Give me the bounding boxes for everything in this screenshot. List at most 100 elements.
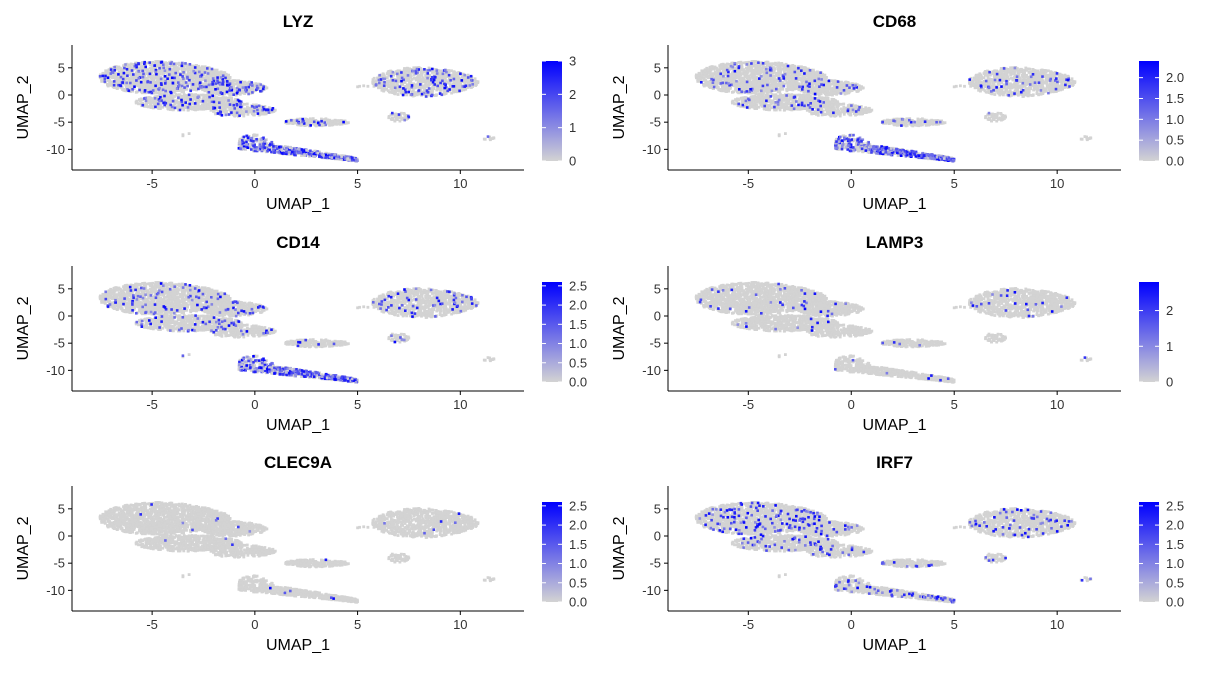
data-point — [143, 76, 147, 80]
data-point-expressed — [275, 147, 279, 150]
data-point-expressed — [245, 143, 248, 146]
data-point — [196, 71, 200, 75]
data-point-expressed — [285, 150, 288, 154]
data-point-expressed — [280, 148, 283, 151]
data-point — [179, 79, 183, 82]
data-point-expressed — [232, 103, 236, 107]
data-point-expressed — [150, 91, 154, 95]
data-point — [131, 82, 135, 85]
data-point — [250, 88, 254, 92]
data-point-expressed — [153, 97, 157, 100]
data-point — [117, 70, 121, 74]
data-point — [222, 72, 226, 75]
data-point — [380, 73, 383, 77]
data-point-expressed — [205, 85, 208, 89]
data-point-expressed — [206, 72, 210, 75]
data-point-expressed — [460, 79, 464, 82]
data-point — [262, 112, 265, 116]
data-point-expressed — [259, 89, 262, 93]
data-point-expressed — [270, 150, 273, 154]
data-point — [259, 106, 263, 110]
data-point-expressed — [250, 105, 254, 108]
data-point — [165, 92, 169, 95]
data-point — [158, 83, 161, 86]
data-point-expressed — [125, 81, 128, 85]
data-point-expressed — [174, 71, 177, 75]
data-point — [226, 88, 230, 92]
data-point — [174, 84, 178, 88]
data-point — [466, 78, 470, 82]
data-point — [162, 97, 165, 101]
data-point — [251, 112, 254, 116]
data-point — [195, 100, 199, 104]
data-point — [396, 116, 400, 119]
data-point — [214, 72, 218, 76]
data-point-expressed — [235, 91, 239, 95]
data-point-expressed — [155, 72, 158, 76]
y-tick-label: -5 — [53, 115, 65, 130]
data-point — [139, 62, 142, 66]
data-point-expressed — [238, 99, 241, 103]
data-point-expressed — [144, 99, 148, 103]
data-point — [228, 104, 232, 108]
data-point — [206, 99, 210, 102]
data-point — [206, 83, 209, 87]
data-point — [205, 76, 209, 80]
data-point-expressed — [255, 137, 258, 141]
data-point — [194, 68, 198, 71]
data-point-expressed — [333, 153, 337, 156]
data-point-expressed — [103, 80, 107, 83]
data-point-expressed — [121, 81, 125, 84]
data-point — [172, 71, 176, 74]
data-point-expressed — [169, 62, 172, 65]
data-point — [186, 98, 189, 102]
data-point — [182, 83, 186, 87]
data-point — [417, 76, 421, 80]
data-point — [229, 80, 233, 84]
data-point-expressed — [248, 83, 252, 86]
data-point-expressed — [163, 94, 166, 98]
data-point — [149, 97, 153, 100]
data-point-expressed — [238, 114, 241, 117]
data-point — [224, 85, 227, 88]
data-point — [195, 73, 199, 77]
data-point-expressed — [423, 68, 426, 71]
data-point — [201, 97, 205, 101]
data-point-expressed — [138, 88, 141, 92]
data-point — [215, 85, 219, 89]
data-point — [196, 102, 200, 106]
data-point — [205, 74, 208, 78]
data-point-expressed — [299, 151, 303, 155]
data-point — [204, 104, 208, 107]
data-point-expressed — [263, 140, 267, 143]
data-point — [223, 78, 227, 81]
data-point-expressed — [244, 88, 247, 92]
data-point — [130, 75, 134, 79]
data-point-expressed — [235, 111, 239, 115]
data-point — [427, 79, 430, 83]
data-point — [240, 83, 244, 87]
data-point — [206, 107, 210, 110]
data-point — [439, 86, 443, 89]
data-point — [396, 76, 400, 80]
data-point — [224, 72, 228, 76]
data-point — [446, 81, 450, 84]
data-point — [159, 104, 162, 108]
data-point — [165, 81, 169, 85]
data-point — [221, 97, 224, 101]
data-point — [773, 67, 777, 70]
data-point-expressed — [295, 119, 299, 122]
data-point-expressed — [137, 62, 140, 65]
data-point — [262, 109, 266, 113]
data-point — [127, 86, 131, 90]
data-point — [155, 80, 159, 83]
data-point — [435, 73, 439, 77]
data-point-expressed — [273, 151, 276, 154]
data-point — [154, 60, 158, 63]
data-point-expressed — [309, 124, 312, 127]
data-point — [214, 112, 217, 116]
data-point — [160, 67, 164, 71]
data-point — [189, 81, 193, 84]
data-point — [465, 74, 468, 78]
data-point — [234, 87, 237, 90]
